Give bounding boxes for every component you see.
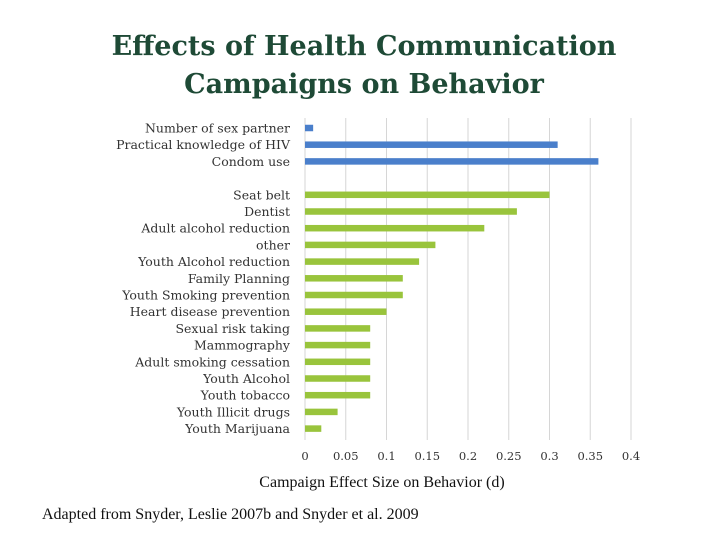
bar-13 [305,358,371,366]
category-label-6: other [256,237,290,252]
slide-title-line-2: Campaigns on Behavior [184,69,544,100]
category-label-9: Youth Smoking prevention [121,288,290,303]
category-label-15: Youth tobacco [200,388,290,403]
category-label-14: Youth Alcohol [202,371,290,386]
chart-bars [305,124,599,432]
slide-title-line-1: Effects of Health Communication [111,31,617,62]
x-tick-label-4: 0.2 [459,449,477,463]
source-note: Adapted from Snyder, Leslie 2007b and Sn… [42,506,419,523]
chart-tick-labels: 0 0.05 0.1 0.15 0.2 0.25 0.3 0.35 0.4 [301,449,640,463]
category-label-4: Dentist [244,204,290,219]
slide-title: Effects of Health Communication Campaign… [40,28,688,104]
x-tick-label-7: 0.35 [577,449,603,463]
bar-15 [305,391,371,399]
category-label-16: Youth Illicit drugs [176,404,290,419]
x-tick-label-6: 0.3 [540,449,558,463]
category-label-8: Family Planning [188,271,290,286]
x-tick-label-8: 0.4 [622,449,640,463]
bar-16 [305,408,338,416]
category-label-10: Heart disease prevention [130,304,290,319]
bar-8 [305,275,403,282]
bar-10 [305,308,387,315]
category-label-11: Sexual risk taking [175,321,290,336]
x-tick-label-0: 0 [301,449,308,463]
bar-3 [305,191,550,199]
x-tick-label-2: 0.1 [377,449,395,463]
bar-6 [305,241,436,249]
bar-5 [305,224,485,232]
x-tick-label-3: 0.15 [414,449,440,463]
category-label-13: Adult smoking cessation [134,354,290,369]
bar-11 [305,325,371,332]
category-label-3: Seat belt [233,187,290,202]
x-tick-label-1: 0.05 [333,449,359,463]
bar-2 [305,158,599,165]
category-label-1: Practical knowledge of HIV [116,137,291,152]
category-label-17: Youth Marijuana [184,421,290,436]
bar-14 [305,375,371,382]
bar-12 [305,341,371,349]
bar-17 [305,425,322,432]
category-label-12: Mammography [194,338,291,353]
category-label-7: Youth Alcohol reduction [137,254,290,269]
category-label-2: Condom use [212,154,290,169]
x-tick-label-5: 0.25 [496,449,522,463]
bar-0 [305,124,314,132]
category-label-5: Adult alcohol reduction [140,221,290,236]
bar-7 [305,258,420,265]
x-axis-title: Campaign Effect Size on Behavior (d) [259,474,505,491]
category-label-0: Number of sex partner [145,121,290,136]
bar-1 [305,141,558,148]
bar-4 [305,208,517,215]
bar-9 [305,291,403,299]
